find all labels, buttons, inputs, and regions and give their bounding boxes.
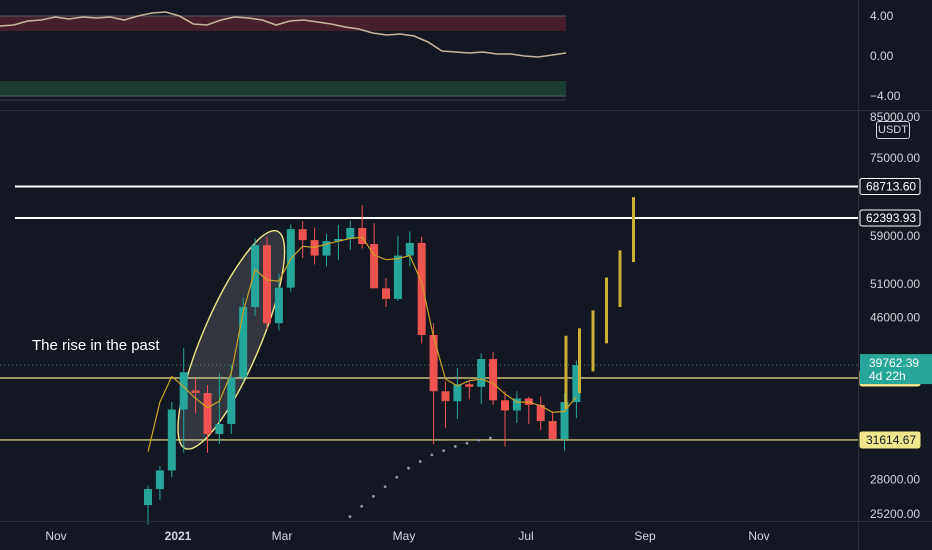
sar-dot xyxy=(360,504,364,508)
time-tick-4: Jul xyxy=(518,529,533,543)
candle-body[interactable] xyxy=(453,384,462,402)
candle-body[interactable] xyxy=(477,359,486,387)
sar-dot xyxy=(372,494,375,498)
level-tag-label: 62393.93 xyxy=(866,211,916,225)
price-axis[interactable]: 85000.00 75000.00 59000.00 51000.00 46000.00… xyxy=(858,110,932,550)
sar-dot xyxy=(418,460,422,463)
sar-dot xyxy=(442,449,445,453)
candle-body[interactable] xyxy=(417,242,426,335)
candle-body[interactable] xyxy=(429,334,438,392)
candle-body[interactable] xyxy=(251,245,260,308)
projected-bar[interactable] xyxy=(605,277,608,344)
candle-body[interactable] xyxy=(465,384,474,387)
candle-body[interactable] xyxy=(322,241,331,256)
rise-annotation: The rise in the past xyxy=(32,337,160,354)
candle-body[interactable] xyxy=(501,400,509,411)
level-tag-1[interactable]: 62393.93 xyxy=(859,209,921,227)
projected-bar[interactable] xyxy=(632,197,635,263)
price-tick-2: 59000.00 xyxy=(870,229,920,243)
price-tick-1: 75000.00 xyxy=(870,151,920,165)
oscillator-tick-2: −4.00 xyxy=(870,89,901,103)
level-tag-label: 31614.67 xyxy=(866,433,916,447)
candle-body[interactable] xyxy=(512,398,521,411)
time-tick-1: 2021 xyxy=(165,529,192,543)
oscillator-band-1 xyxy=(0,81,566,96)
candle-body[interactable] xyxy=(227,377,236,424)
level-tag-box xyxy=(859,177,921,195)
candle-body[interactable] xyxy=(358,228,367,245)
candle-body[interactable] xyxy=(334,239,343,242)
candle-body[interactable] xyxy=(370,244,379,289)
oscillator-tick-1: 0.00 xyxy=(870,49,894,63)
candle-body[interactable] xyxy=(215,423,224,434)
candle-body[interactable] xyxy=(144,489,152,506)
projected-bar[interactable] xyxy=(564,335,568,409)
projected-bar[interactable] xyxy=(591,310,595,372)
candle-body[interactable] xyxy=(167,409,176,471)
candle-body[interactable] xyxy=(393,255,402,299)
candle-body[interactable] xyxy=(382,288,390,299)
currency-badge[interactable]: USDT xyxy=(876,121,910,139)
price-tick-5: 28000.00 xyxy=(870,473,920,487)
price-panel: The rise in the past xyxy=(0,185,858,525)
price-tick-4: 46000.00 xyxy=(870,310,920,324)
projected-bar[interactable] xyxy=(618,250,622,308)
sar-dot xyxy=(477,438,481,442)
sar-dot xyxy=(453,444,457,448)
candle-body[interactable] xyxy=(536,404,545,422)
price-tick-0: 85000.00 xyxy=(870,110,920,124)
candle-body[interactable] xyxy=(572,365,581,403)
sar-dot xyxy=(395,475,399,479)
candle-body[interactable] xyxy=(548,421,557,440)
last-price-box xyxy=(860,354,932,385)
candle-body[interactable] xyxy=(489,359,498,401)
candle-body[interactable] xyxy=(179,372,188,410)
time-tick-6: Nov xyxy=(748,529,769,543)
sar-dot xyxy=(489,436,492,440)
sar-dot xyxy=(383,485,387,489)
projected-bar[interactable] xyxy=(578,328,581,394)
last-price-label: 39762.39 xyxy=(869,356,919,370)
time-tick-3: May xyxy=(393,529,416,543)
price-tick-3: 51000.00 xyxy=(870,277,920,291)
oscillator-tick-0: 4.00 xyxy=(870,9,894,23)
candle-body[interactable] xyxy=(274,287,283,324)
price-tick-6: 25200.00 xyxy=(870,507,920,521)
candle-body[interactable] xyxy=(405,242,414,256)
candle-body[interactable] xyxy=(203,393,212,434)
sar-dot xyxy=(407,466,410,470)
oscillator-panel: 4.00 0.00 −4.00 xyxy=(0,0,901,110)
candle-body[interactable] xyxy=(191,390,200,394)
candle-body[interactable] xyxy=(441,391,450,402)
level-tag-0[interactable]: 68713.60 xyxy=(859,177,921,195)
candle-body[interactable] xyxy=(239,307,248,378)
sar-dot xyxy=(348,515,352,519)
moving-average-line[interactable] xyxy=(147,236,577,452)
level-tag-box xyxy=(859,209,921,227)
candle-body[interactable] xyxy=(155,470,164,490)
oscillator-line[interactable] xyxy=(0,11,567,58)
time-tick-2: Mar xyxy=(272,529,293,543)
sar-dot xyxy=(465,441,469,445)
candle-body[interactable] xyxy=(560,402,569,440)
time-axis[interactable]: Nov 2021 Mar May Jul Sep Nov xyxy=(0,521,932,544)
sar-dot xyxy=(430,453,434,457)
level-tag-label: 68713.60 xyxy=(866,179,916,193)
time-tick-0: Nov xyxy=(45,529,66,543)
level-tag-box xyxy=(859,431,921,449)
time-tick-5: Sep xyxy=(634,529,656,543)
level-tag-3[interactable]: 31614.67 xyxy=(859,431,921,449)
candle-body[interactable] xyxy=(298,229,307,241)
countdown-label: 4d 22h xyxy=(869,369,906,383)
candle-body[interactable] xyxy=(263,245,271,324)
candle-body[interactable] xyxy=(346,228,355,240)
